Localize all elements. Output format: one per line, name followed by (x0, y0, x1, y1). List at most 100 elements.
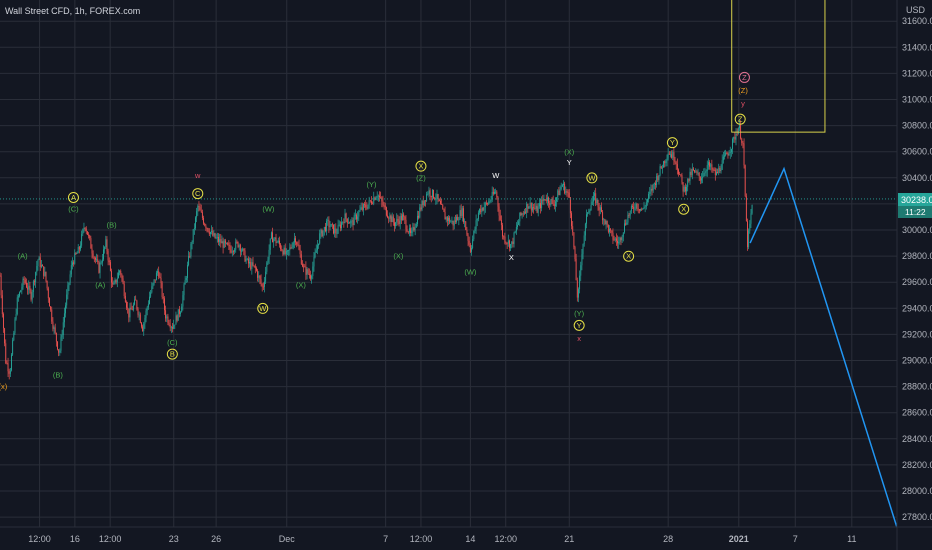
candle-body (380, 197, 382, 199)
candle-body (169, 324, 171, 328)
candle-body (709, 162, 710, 167)
candle-body (481, 207, 483, 213)
candle-body (136, 300, 138, 309)
candle-body (624, 223, 625, 233)
price-tick-label: 28600.0 (902, 408, 932, 418)
candle-body (472, 239, 474, 248)
candle-body (469, 244, 471, 252)
candle-body (670, 154, 671, 156)
candle-body (262, 286, 264, 288)
candle-body (252, 262, 254, 266)
candle-body (270, 232, 272, 239)
candle-body (628, 214, 630, 216)
candle-body (553, 204, 555, 207)
candle-body (124, 295, 126, 303)
candle-body (660, 166, 662, 169)
candle-body (430, 195, 432, 198)
candle-body (418, 215, 420, 218)
candle-body (17, 296, 19, 298)
candle-body (438, 199, 440, 201)
candle-body (526, 203, 528, 213)
candle-body (665, 160, 667, 164)
candle-body (567, 192, 569, 194)
candle-body (338, 224, 340, 226)
candle-body (92, 253, 94, 258)
candle-body (36, 266, 38, 273)
candle-body (8, 371, 10, 374)
candle-body (659, 166, 661, 176)
candle-body (556, 197, 558, 202)
candle-body (550, 199, 552, 205)
candle-body (649, 191, 651, 194)
candle-body (408, 228, 410, 233)
candle-body (9, 370, 11, 374)
candle-body (103, 249, 104, 260)
candle-body (376, 196, 378, 198)
candle-body (519, 212, 521, 222)
candle-body (613, 239, 615, 241)
candle-body (69, 274, 71, 283)
projection-path (749, 166, 898, 528)
candle-body (706, 165, 708, 172)
candle-body (578, 289, 579, 298)
wave-label: (W) (464, 267, 477, 276)
candle-body (76, 253, 78, 254)
candle-body (214, 233, 216, 239)
candle-body (141, 322, 142, 327)
candle-body (373, 197, 375, 204)
candle-body (318, 243, 319, 246)
candle-body (615, 238, 617, 241)
candle-body (160, 277, 162, 283)
candle-body (694, 170, 696, 173)
candle-body (116, 278, 118, 283)
candle-body (381, 197, 383, 202)
candle-body (371, 201, 372, 204)
candle-body (533, 207, 535, 209)
candle-body (181, 306, 183, 313)
candle-body (560, 186, 562, 189)
candle-body (568, 192, 570, 198)
candle-body (211, 230, 213, 233)
time-tick-label: 7 (383, 534, 388, 544)
candle-body (620, 237, 622, 241)
candle-body (177, 309, 179, 321)
time-tick-label: 14 (465, 534, 475, 544)
candle-body (676, 164, 678, 170)
candle-body (42, 265, 43, 267)
wave-label: (B) (107, 220, 118, 229)
candle-body (382, 201, 384, 206)
wave-label-circle (678, 203, 690, 215)
candle-body (165, 310, 167, 319)
wave-label: C (195, 189, 201, 198)
time-axis[interactable]: 12:00 16 12:00 23 26 Dec 7 12:00 14 12:00 21 28 2021… (28, 534, 856, 544)
candle-body (734, 136, 736, 140)
candle-body (0, 275, 2, 296)
candle-body (502, 225, 503, 237)
candle-body (440, 200, 441, 205)
candle-body (535, 205, 537, 209)
candle-body (326, 220, 328, 232)
candle-body (557, 190, 559, 198)
wave-label: X (418, 162, 423, 171)
candle-body (295, 238, 296, 243)
candle-body (364, 204, 365, 206)
candle-body (258, 275, 260, 278)
candle-body (13, 332, 15, 341)
candle-body (243, 248, 245, 251)
candle-body (128, 308, 130, 318)
candle-body (106, 239, 108, 252)
candle-body (658, 175, 660, 181)
candle-body (582, 244, 584, 255)
candle-body (499, 215, 501, 220)
candle-body (637, 208, 639, 210)
candle-body (490, 199, 492, 202)
candle-body (625, 223, 627, 225)
candle-body (688, 178, 690, 181)
candle-body (458, 219, 460, 221)
price-tick-label: 29000.0 (902, 356, 932, 366)
candle-body (59, 350, 61, 353)
candle-body (724, 155, 725, 157)
candle-body (178, 309, 180, 314)
candle-body (402, 214, 403, 221)
